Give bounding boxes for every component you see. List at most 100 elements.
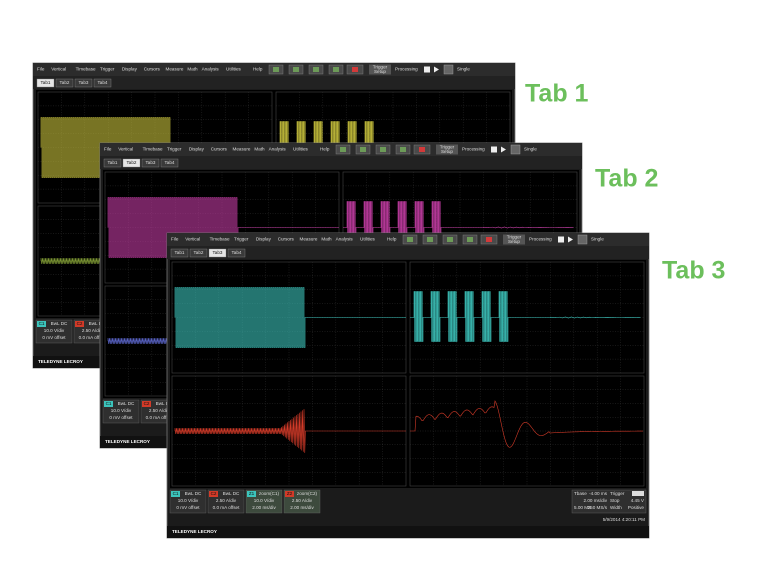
scope-window: File Vertical Timebase Trigger Display Cursor… bbox=[166, 232, 650, 539]
trigger-setup-label: Trigger bbox=[440, 144, 455, 149]
toolbar-icon bbox=[340, 147, 346, 152]
tab-label[interactable]: Tab2 bbox=[127, 160, 137, 165]
tab[interactable] bbox=[55, 78, 74, 88]
tab[interactable] bbox=[141, 158, 160, 168]
menu-item[interactable]: Math bbox=[254, 147, 265, 152]
tab-label[interactable]: Tab4 bbox=[165, 160, 175, 165]
tab[interactable] bbox=[189, 248, 208, 258]
channel-setting: BwL DC bbox=[185, 491, 202, 496]
menu-item[interactable]: Display bbox=[256, 237, 272, 242]
trigger-setup-button[interactable] bbox=[369, 64, 391, 75]
menu-item[interactable]: Utilities bbox=[226, 67, 242, 72]
processing-label[interactable]: Processing bbox=[395, 67, 418, 72]
processing-label[interactable]: Processing bbox=[529, 237, 552, 242]
menu-item[interactable]: Display bbox=[122, 67, 138, 72]
menu-item[interactable]: Measure bbox=[300, 237, 318, 242]
tab[interactable] bbox=[122, 158, 141, 168]
toolbar-icon bbox=[360, 147, 366, 152]
toolbar-icon bbox=[427, 237, 433, 242]
single-icon bbox=[510, 144, 521, 155]
menu-item[interactable]: Timebase bbox=[210, 237, 230, 242]
toolbar-icon bbox=[333, 67, 339, 72]
tab[interactable] bbox=[36, 78, 55, 88]
channel-setting: 2.50 A/div bbox=[216, 498, 237, 503]
timebase-box[interactable] bbox=[571, 489, 647, 514]
tab[interactable] bbox=[93, 78, 112, 88]
channel-badge-label: C2 bbox=[144, 401, 150, 406]
processing-label[interactable]: Processing bbox=[462, 147, 485, 152]
menu-item[interactable]: Vertical bbox=[118, 147, 133, 152]
menu-item[interactable]: Vertical bbox=[185, 237, 200, 242]
stop-icon bbox=[486, 237, 492, 242]
tab[interactable] bbox=[74, 78, 93, 88]
channel-badge-label: C1 bbox=[39, 321, 45, 326]
menu-item[interactable]: Help bbox=[387, 237, 397, 242]
tab-bar bbox=[167, 246, 649, 259]
single-label[interactable]: Single bbox=[524, 147, 537, 152]
trigger-setup-label: Setup bbox=[508, 239, 520, 244]
tab-label[interactable]: Tab2 bbox=[60, 80, 70, 85]
run-button[interactable] bbox=[434, 66, 439, 73]
trigger-setup-label: Trigger bbox=[373, 64, 388, 69]
timebase-value: Tbase bbox=[574, 491, 587, 496]
menu-item[interactable]: Trigger bbox=[167, 147, 182, 152]
trigger-value: Trigger bbox=[610, 491, 625, 496]
channel-badge bbox=[37, 321, 46, 327]
auto-button[interactable] bbox=[558, 236, 564, 243]
tab[interactable] bbox=[208, 248, 227, 258]
toolbar-icon bbox=[467, 237, 473, 242]
single-label[interactable]: Single bbox=[591, 237, 604, 242]
tab-label[interactable]: Tab3 bbox=[79, 80, 89, 85]
tab[interactable] bbox=[227, 248, 246, 258]
auto-button[interactable] bbox=[491, 146, 497, 153]
menu-item[interactable]: Trigger bbox=[100, 67, 115, 72]
run-button[interactable] bbox=[501, 146, 506, 153]
menu-item[interactable]: Analysis bbox=[336, 237, 354, 242]
menu-item[interactable]: Cursors bbox=[211, 147, 228, 152]
channel-setting: zoom(C1) bbox=[259, 491, 280, 496]
single-icon bbox=[443, 64, 454, 75]
tab-label[interactable]: Tab2 bbox=[194, 250, 204, 255]
trigger-setup-button[interactable] bbox=[436, 144, 458, 155]
tab[interactable] bbox=[170, 248, 189, 258]
menu-item[interactable]: Vertical bbox=[51, 67, 66, 72]
menu-item[interactable]: Math bbox=[187, 67, 198, 72]
menu-item[interactable]: Analysis bbox=[202, 67, 220, 72]
single-label[interactable]: Single bbox=[457, 67, 470, 72]
tab-label[interactable]: Tab3 bbox=[146, 160, 156, 165]
menu-item[interactable]: Measure bbox=[166, 67, 184, 72]
menu-item[interactable]: Cursors bbox=[278, 237, 295, 242]
run-button[interactable] bbox=[568, 236, 573, 243]
tab-label[interactable]: Tab1 bbox=[175, 250, 185, 255]
auto-button[interactable] bbox=[424, 66, 430, 73]
tab-label[interactable]: Tab4 bbox=[232, 250, 242, 255]
channel-setting: 0.0 mA offset bbox=[146, 415, 173, 420]
channel-setting: BwL DC bbox=[118, 401, 135, 406]
menu-item[interactable]: Measure bbox=[233, 147, 251, 152]
trigger-setup-button[interactable] bbox=[503, 234, 525, 245]
tab-label[interactable]: Tab1 bbox=[41, 80, 51, 85]
menu-item[interactable]: File bbox=[171, 237, 179, 242]
tab-label[interactable]: Tab4 bbox=[98, 80, 108, 85]
menu-item[interactable]: Utilities bbox=[360, 237, 376, 242]
trigger-setup-label: Setup bbox=[374, 69, 386, 74]
toolbar-icon bbox=[400, 147, 406, 152]
menu-item[interactable]: Utilities bbox=[293, 147, 309, 152]
menu-item[interactable]: Timebase bbox=[76, 67, 96, 72]
tab[interactable] bbox=[103, 158, 122, 168]
tab-label[interactable]: Tab3 bbox=[213, 250, 223, 255]
menu-item[interactable]: Math bbox=[321, 237, 332, 242]
menu-item[interactable]: Timebase bbox=[143, 147, 163, 152]
menu-item[interactable]: File bbox=[37, 67, 45, 72]
menu-item[interactable]: Cursors bbox=[144, 67, 161, 72]
tab-label[interactable]: Tab1 bbox=[108, 160, 118, 165]
menu-item[interactable]: Display bbox=[189, 147, 205, 152]
tab[interactable] bbox=[160, 158, 179, 168]
menu-item[interactable]: File bbox=[104, 147, 112, 152]
menu-item[interactable]: Trigger bbox=[234, 237, 249, 242]
menu-item[interactable]: Help bbox=[320, 147, 330, 152]
menu-item[interactable]: Help bbox=[253, 67, 263, 72]
channel-setting: 10.0 V/div bbox=[44, 328, 65, 333]
menu-item[interactable]: Analysis bbox=[269, 147, 287, 152]
